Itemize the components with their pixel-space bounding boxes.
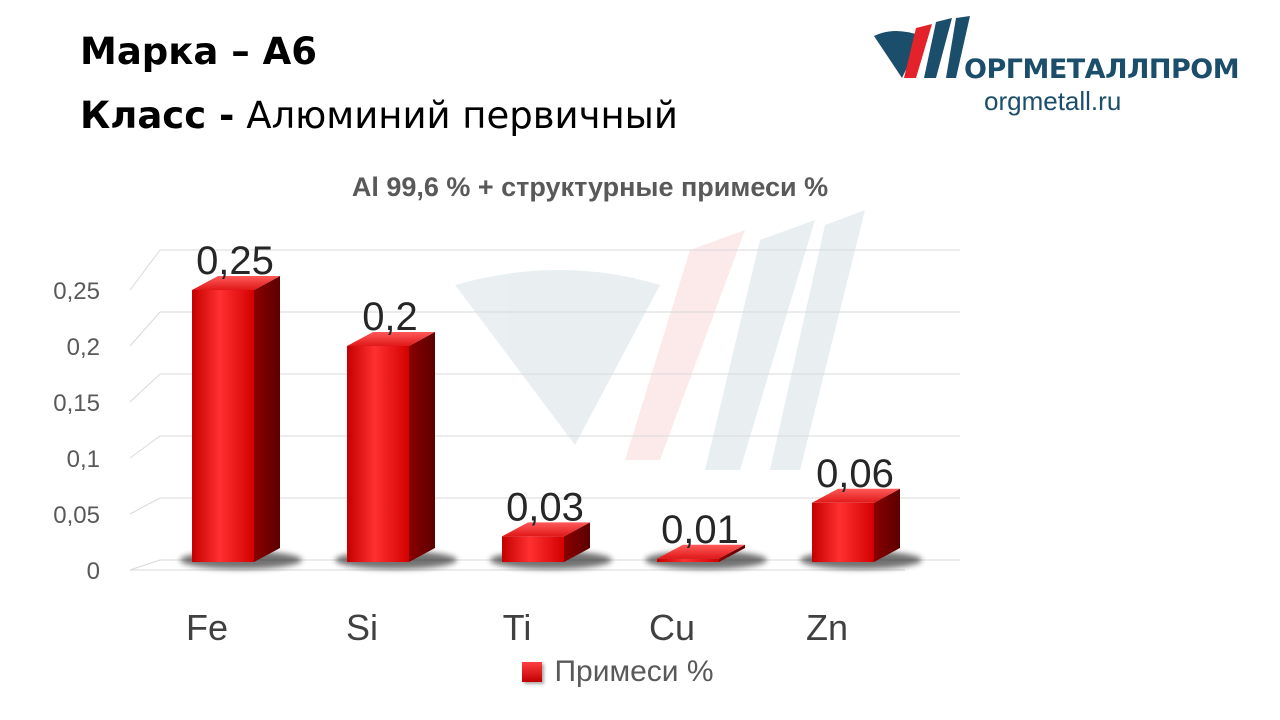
bar-front (347, 346, 409, 562)
company-logo: ОРГМЕТАЛЛПРОМ orgmetall.ru (872, 14, 1252, 124)
x-category-label: Zn (806, 607, 848, 648)
y-tick-label: 0,05 (53, 502, 100, 529)
data-label: 0,01 (661, 508, 739, 552)
bar-side (874, 488, 900, 562)
logo-name: ОРГМЕТАЛЛПРОМ (964, 54, 1240, 85)
x-category-label: Ti (503, 607, 532, 648)
gridline-depth (129, 249, 161, 291)
logo-site-link[interactable]: orgmetall.ru (984, 86, 1122, 116)
bar-front (192, 290, 254, 562)
bar-side (254, 276, 280, 562)
bar-top (192, 276, 280, 290)
bar-side (564, 522, 590, 562)
bar-zn (812, 488, 900, 562)
bar-side (409, 332, 435, 562)
gridline-depth (129, 559, 161, 571)
bar-top (657, 544, 745, 559)
chart-title: Al 99,6 % + структурные примеси % (351, 172, 829, 202)
logo-emblem-icon (874, 16, 970, 78)
bar-top (502, 522, 590, 537)
chart-legend: Примеси % (522, 655, 714, 689)
y-tick-label: 0 (87, 558, 100, 585)
gridline-depth (129, 497, 161, 515)
gridline-depth (129, 311, 161, 347)
x-category-label: Cu (649, 607, 695, 648)
data-label: 0,03 (506, 485, 584, 529)
y-tick-label: 0,15 (53, 390, 100, 417)
watermark-logo (455, 210, 865, 470)
data-label: 0,06 (816, 452, 894, 496)
bar-si (347, 332, 435, 562)
gridline-depth (129, 373, 161, 403)
bar-fe (192, 276, 280, 562)
bar-front (657, 558, 719, 562)
data-label: 0,2 (362, 295, 418, 339)
bar-cu (657, 544, 745, 562)
bar-front (812, 502, 874, 562)
data-label: 0,25 (196, 239, 274, 283)
legend-swatch (522, 662, 542, 682)
gridline-depth (129, 435, 161, 459)
class-label: Класс - (80, 94, 235, 137)
bar-side (719, 544, 745, 562)
bar-top (812, 488, 900, 503)
x-category-label: Si (346, 607, 378, 648)
x-category-label: Fe (186, 607, 228, 648)
y-tick-label: 0,25 (53, 278, 100, 305)
class-heading: Класс - Алюминий первичный (80, 94, 678, 138)
y-tick-label: 0,2 (67, 334, 100, 361)
class-value: Алюминий первичный (246, 94, 678, 137)
grade-heading: Марка – А6 (80, 30, 317, 73)
bar-ti (502, 522, 590, 562)
legend-label: Примеси % (554, 655, 714, 688)
bar-front (502, 536, 564, 562)
bar-top (347, 332, 435, 346)
y-tick-label: 0,1 (67, 446, 100, 473)
